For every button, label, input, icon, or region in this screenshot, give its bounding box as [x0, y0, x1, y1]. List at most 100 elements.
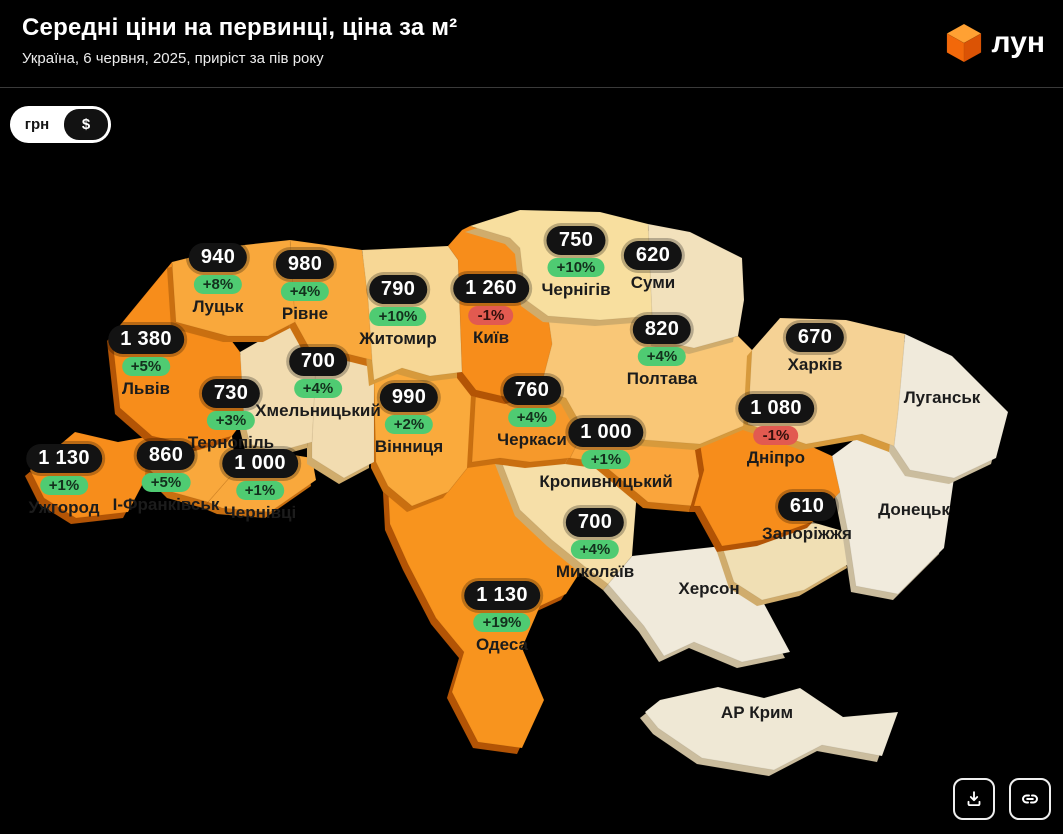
city-name: Київ — [472, 328, 510, 347]
city-name: Луганськ — [903, 388, 981, 407]
map-label-kyiv: 1 260 -1% Київ — [453, 274, 529, 348]
link-icon — [1022, 794, 1038, 804]
price-pill: 1 380 — [108, 325, 184, 354]
map-label-rivne: 980 +4% Рівне — [275, 250, 335, 324]
map-label-lviv: 1 380 +5% Львів — [108, 325, 184, 399]
change-badge: +10% — [369, 307, 427, 326]
city-name: Львів — [121, 379, 170, 398]
price-pill: 620 — [623, 241, 683, 270]
city-name: Хмельницький — [255, 401, 381, 420]
change-badge: +1% — [235, 481, 285, 500]
map-label-khmelnytskyi: 700 +4% Хмельницький — [255, 347, 381, 421]
price-pill: 700 — [565, 508, 625, 537]
city-name: Дніпро — [746, 448, 806, 467]
map-label-kherson: Херсон — [678, 579, 739, 599]
change-badge: +10% — [547, 258, 605, 277]
price-pill: 1 260 — [453, 274, 529, 303]
city-name: Миколаїв — [555, 562, 635, 581]
city-name: Полтава — [626, 369, 698, 388]
price-pill: 670 — [785, 323, 845, 352]
map-label-vinnytsia: 990 +2% Вінниця — [375, 383, 443, 457]
change-badge: +4% — [637, 347, 687, 366]
change-badge: +5% — [121, 357, 171, 376]
map-label-mykolaiv: 700 +4% Миколаїв — [556, 508, 634, 582]
brand-wordmark: лун — [991, 26, 1045, 59]
change-badge: -1% — [753, 426, 799, 445]
map-label-odesa: 1 130 +19% Одеса — [464, 581, 540, 655]
city-name: Житомир — [359, 329, 437, 348]
city-name: Кропивницький — [539, 472, 673, 491]
region-crimea[interactable] — [644, 686, 899, 771]
price-pill: 990 — [379, 383, 439, 412]
currency-option-uah[interactable]: грн — [24, 116, 50, 133]
map-label-ternopil: 730 +3% Тернопіль — [188, 379, 274, 453]
city-name: Суми — [630, 273, 676, 292]
city-name: Чернігів — [541, 280, 611, 299]
price-pill: 760 — [502, 376, 562, 405]
change-badge: +4% — [570, 540, 620, 559]
change-badge: +3% — [206, 411, 256, 430]
map-label-kharkiv: 670 Харків — [785, 323, 845, 375]
price-pill: 750 — [546, 226, 606, 255]
map-label-zaporizhzhia: 610 Запоріжжя — [762, 492, 852, 544]
region-zaporizhzhia[interactable] — [721, 521, 853, 601]
change-badge: +19% — [473, 613, 531, 632]
region-luhansk[interactable] — [893, 333, 1009, 479]
map-label-chernihiv: 750 +10% Чернігів — [541, 226, 611, 300]
change-badge: +8% — [193, 275, 243, 294]
price-pill: 700 — [288, 347, 348, 376]
map-label-ivano-frankivsk: 860 +5% І-Франківськ — [112, 441, 220, 515]
city-name: Черкаси — [497, 430, 567, 449]
city-name: Чернівці — [223, 503, 297, 522]
city-name: Харків — [787, 355, 843, 374]
city-name: Одеса — [476, 635, 528, 654]
price-pill: 980 — [275, 250, 335, 279]
change-badge: +1% — [39, 476, 89, 495]
change-badge: +4% — [293, 379, 343, 398]
price-pill: 610 — [777, 492, 837, 521]
page-subtitle: Україна, 6 червня, 2025, приріст за пів … — [22, 50, 324, 67]
map-label-uzhhorod: 1 130 +1% Ужгород — [26, 444, 102, 518]
city-name: Ужгород — [28, 498, 100, 517]
city-name: АР Крим — [720, 703, 794, 722]
price-pill: 1 000 — [222, 449, 298, 478]
map-label-sumy: 620 Суми — [623, 241, 683, 293]
page-title: Середні ціни на первинці, ціна за м² — [22, 14, 458, 41]
map-label-lutsk: 940 +8% Луцьк — [188, 243, 248, 317]
map-label-chernivtsi: 1 000 +1% Чернівці — [222, 449, 298, 523]
price-pill: 1 130 — [26, 444, 102, 473]
map-label-zhytomyr: 790 +10% Житомир — [359, 275, 437, 349]
currency-option-usd[interactable]: $ — [64, 109, 108, 140]
change-badge: +1% — [581, 450, 631, 469]
city-name: І-Франківськ — [112, 495, 220, 514]
price-pill: 1 080 — [738, 394, 814, 423]
price-pill: 860 — [136, 441, 196, 470]
region-donetsk[interactable] — [831, 433, 955, 595]
price-pill: 1 000 — [568, 418, 644, 447]
download-icon — [967, 791, 981, 807]
city-name: Луцьк — [192, 297, 244, 316]
change-badge: +4% — [280, 282, 330, 301]
city-name: Тернопіль — [187, 433, 275, 452]
map-label-poltava: 820 +4% Полтава — [627, 315, 697, 389]
change-badge: +5% — [141, 473, 191, 492]
lun-logo: лун — [945, 22, 1045, 64]
change-badge: -1% — [468, 306, 514, 325]
city-name: Херсон — [678, 579, 740, 598]
city-name: Рівне — [281, 304, 329, 323]
download-button[interactable] — [953, 778, 995, 820]
price-pill: 820 — [632, 315, 692, 344]
map-label-donetsk: Донецьк — [878, 500, 950, 520]
map-label-dnipro: 1 080 -1% Дніпро — [738, 394, 814, 468]
city-name: Запоріжжя — [762, 524, 852, 543]
lun-cube-icon — [945, 23, 982, 63]
change-badge: +4% — [507, 408, 557, 427]
city-name: Вінниця — [374, 437, 444, 456]
currency-toggle[interactable]: грн $ — [10, 106, 111, 143]
region-kherson[interactable] — [607, 545, 791, 663]
map-label-luhansk: Луганськ — [904, 388, 981, 408]
copy-link-button[interactable] — [1009, 778, 1051, 820]
header: Середні ціни на первинці, ціна за м² Укр… — [0, 0, 1063, 88]
price-pill: 790 — [368, 275, 428, 304]
map-label-cherkasy: 760 +4% Черкаси — [497, 376, 567, 450]
